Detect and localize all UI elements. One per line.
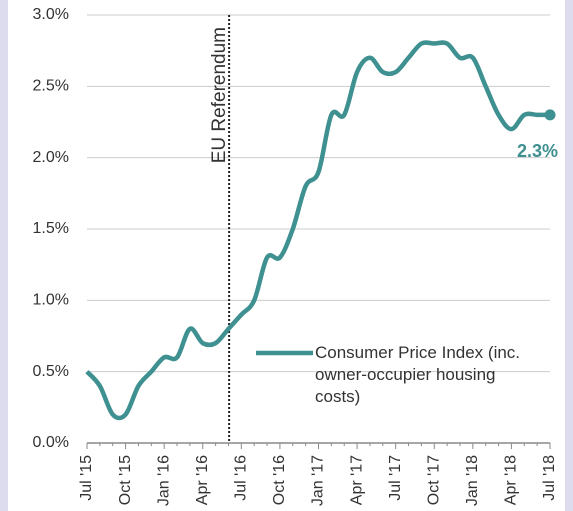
y-tick-label: 0.5% [33, 363, 69, 380]
x-tick-label: Oct '17 [425, 455, 442, 505]
y-tick-label: 1.5% [33, 220, 69, 237]
end-point [544, 109, 556, 121]
end-label: 2.3% [517, 141, 558, 161]
y-tick-label: 0.0% [33, 434, 69, 451]
x-tick-label: Oct '15 [117, 455, 134, 505]
annotation-text: EU Referendum [209, 27, 230, 163]
x-tick-label: Apr '18 [503, 455, 520, 505]
x-tick-label: Jul '16 [233, 455, 250, 501]
x-tick-label: Apr '17 [348, 455, 365, 505]
x-tick-label: Oct '16 [271, 455, 288, 505]
side-strip [565, 0, 573, 511]
y-tick-label: 1.0% [33, 292, 69, 309]
x-tick-label: Jul '15 [78, 455, 95, 501]
x-tick-label: Jan '18 [464, 455, 481, 506]
y-tick-label: 2.5% [33, 78, 69, 95]
x-tick-label: Jul '18 [541, 455, 558, 501]
y-tick-label: 2.0% [33, 149, 69, 166]
x-tick-label: Apr '16 [194, 455, 211, 505]
x-tick-label: Jul '17 [387, 455, 404, 501]
x-tick-label: Jan '17 [310, 455, 327, 506]
y-tick-label: 3.0% [33, 6, 69, 23]
series-line [85, 40, 550, 421]
x-tick-label: Jan '16 [155, 455, 172, 506]
legend-label: Consumer Price Index (inc. owner-occupie… [315, 343, 521, 406]
side-strip [0, 0, 8, 511]
